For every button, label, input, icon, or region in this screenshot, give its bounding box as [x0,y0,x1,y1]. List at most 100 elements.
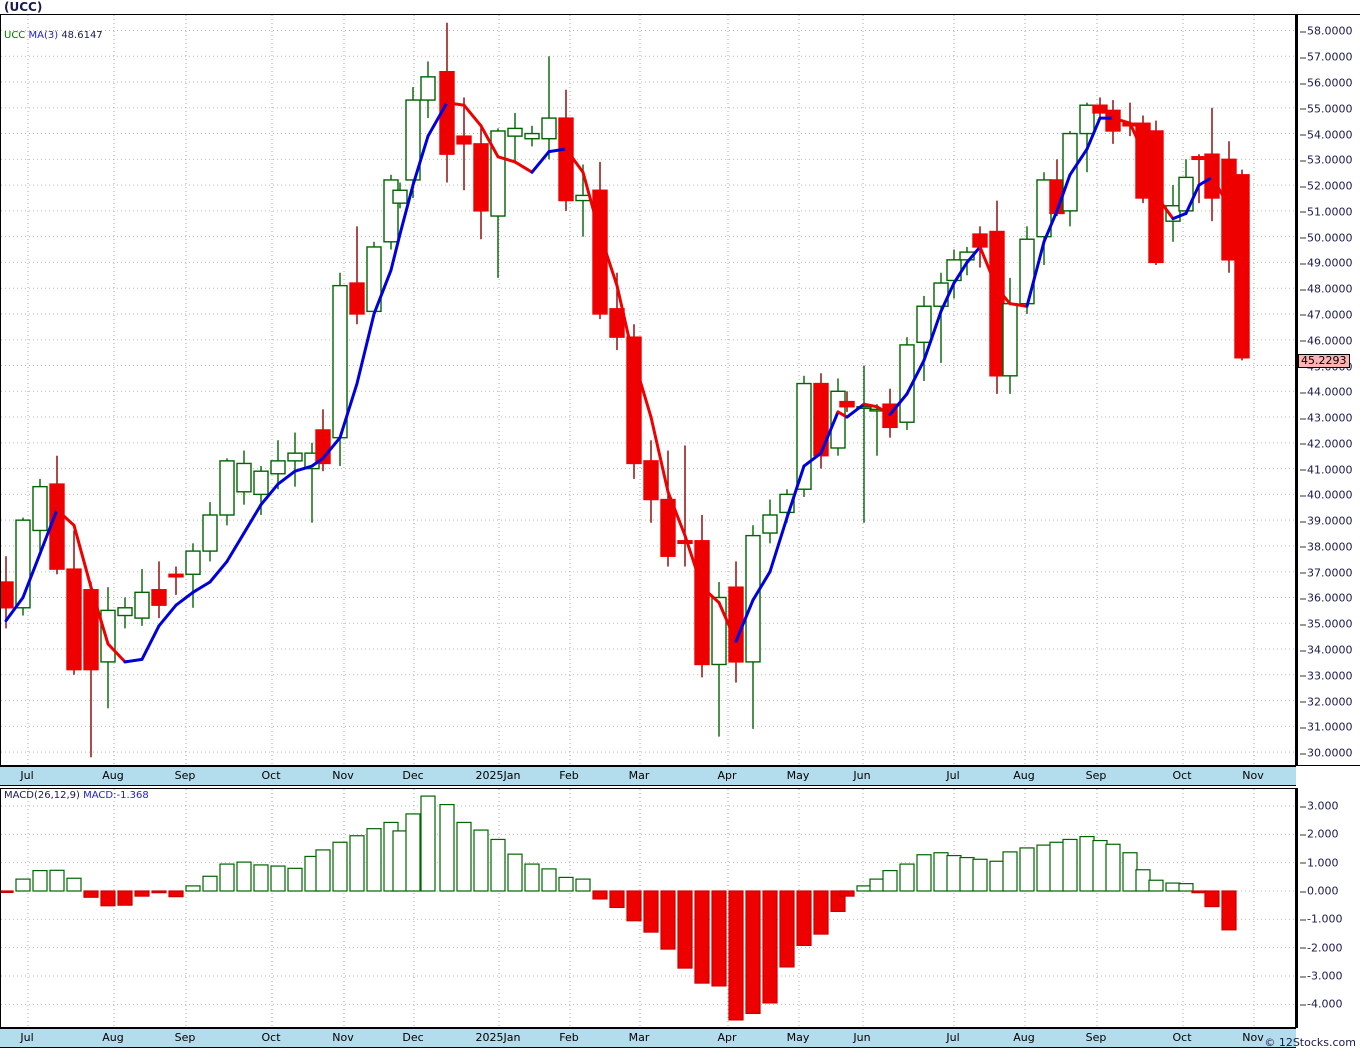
candlestick [134,569,150,626]
macd-histogram-bar [728,890,744,1021]
candlestick [524,125,540,147]
x-axis-tick-label: Jul [946,769,960,782]
x-axis-tick-label: Jun [853,1031,871,1044]
macd-histogram-bar [366,828,382,892]
price-axis-tick: 52.0000 [1300,181,1353,192]
macd-x-axis: Jul Aug Sep Oct Nov Dec 2025Jan Feb Mar Apr May Jun… [0,1028,1296,1048]
macd-histogram-bar [15,878,31,892]
candlestick [1204,107,1220,222]
price-axis-tick: 33.0000 [1300,670,1353,681]
x-axis-tick-label: 2025Jan [475,769,521,782]
price-axis-tick: 41.0000 [1300,464,1353,475]
macd-histogram-bar [959,856,975,892]
price-axis-line [1296,15,1298,765]
macd-histogram-bar [1002,851,1018,892]
candlestick [287,432,303,487]
candlestick [856,365,872,523]
page-title: (UCC) [4,0,43,14]
legend-symbol: UCC [4,30,26,41]
x-axis-tick-label: Feb [559,1031,579,1044]
macd-axis-tick: 2.000 [1300,829,1339,840]
macd-axis-line [1296,788,1298,1028]
macd-histogram-bar [989,860,1005,892]
macd-histogram-bar [839,890,855,897]
x-axis-tick-label: Nov [1242,1031,1264,1044]
macd-axis-tick: -2.000 [1300,942,1342,953]
candlestick [66,530,82,675]
candlestick [745,525,761,729]
macd-histogram-bar [117,890,133,906]
x-axis-tick-label: Aug [1013,769,1035,782]
price-axis-tick: 35.0000 [1300,619,1353,630]
macd-histogram-bar [332,841,348,892]
price-axis-tick: 58.0000 [1300,26,1353,37]
macd-histogram-bar [1178,883,1194,892]
macd-histogram-bar [1148,879,1164,892]
x-axis-tick-label: 2025Jan [475,1031,521,1044]
candlestick [989,200,1005,394]
candlestick [270,440,286,490]
macd-histogram-bar [1191,890,1207,894]
price-axis-tick: 39.0000 [1300,516,1353,527]
macd-histogram-bar [100,890,116,907]
price-axis-tick: 43.0000 [1300,413,1353,424]
macd-histogram-bar [933,852,949,892]
legend-ma-label: MA(3) [28,30,59,41]
macd-histogram-bar [916,854,932,892]
macd-y-axis: 3.000 2.000 1.000 0.000 -1.000 -2.000 -3.000 -4… [1296,788,1360,1028]
price-axis-tick: 49.0000 [1300,258,1353,269]
macd-histogram-bar [1092,839,1108,892]
macd-histogram-bar [1105,843,1121,892]
price-axis-tick: 34.0000 [1300,645,1353,656]
candlestick [83,582,99,758]
macd-histogram-bar [439,803,455,892]
candlestick [15,517,31,616]
macd-histogram-bar [66,877,82,892]
macd-histogram-bar [490,838,506,892]
macd-histogram-bar [1135,869,1151,892]
macd-histogram-bar [392,830,408,892]
macd-axis-tick: -1.000 [1300,914,1342,925]
price-axis-tick: 36.0000 [1300,593,1353,604]
macd-chart-panel[interactable]: MACD(26,12,9) MACD:-1.368 [0,788,1296,1028]
candlestick [728,561,744,683]
legend-ma-value: 48.6147 [61,30,103,41]
price-axis-tick: 48.0000 [1300,284,1353,295]
x-axis-tick-label: Jun [853,769,871,782]
candlestick [1002,277,1018,394]
macd-histogram-bar [745,890,761,1015]
macd-histogram-bar [1204,890,1220,908]
macd-histogram-bar [592,890,608,900]
last-price-badge: 45.2293 [1298,353,1350,368]
macd-histogram-bar [711,890,727,987]
price-axis-tick: 37.0000 [1300,567,1353,578]
candlestick [1105,100,1121,144]
macd-histogram-bar [609,890,625,909]
macd-histogram-bar [1062,838,1078,892]
candlestick [899,337,915,430]
candlestick [541,56,557,160]
price-axis-tick: 40.0000 [1300,490,1353,501]
x-axis-tick-label: Aug [102,769,124,782]
macd-histogram-bar [813,890,829,935]
macd-histogram-bar [32,869,48,892]
macd-histogram-bar [762,890,778,1004]
macd-histogram-bar [1049,841,1065,892]
macd-histogram-bar [1122,852,1138,892]
macd-histogram-bar [456,821,472,892]
candlestick [219,458,235,526]
macd-histogram-bar [558,876,574,892]
price-chart-panel[interactable]: UCC MA(3) 48.6147 [0,14,1296,766]
price-axis-tick: 44.0000 [1300,387,1353,398]
candlestick [473,125,489,240]
candlestick [592,161,608,320]
macd-chart-canvas [1,789,1295,1027]
x-axis-tick-label: Dec [402,769,424,782]
candlestick [32,478,48,552]
macd-histogram-bar [507,853,523,892]
macd-histogram-bar [420,795,436,892]
macd-histogram-bar [1165,882,1181,892]
candlestick [830,378,846,456]
candlestick [660,450,676,567]
macd-histogram-bar [83,890,99,898]
